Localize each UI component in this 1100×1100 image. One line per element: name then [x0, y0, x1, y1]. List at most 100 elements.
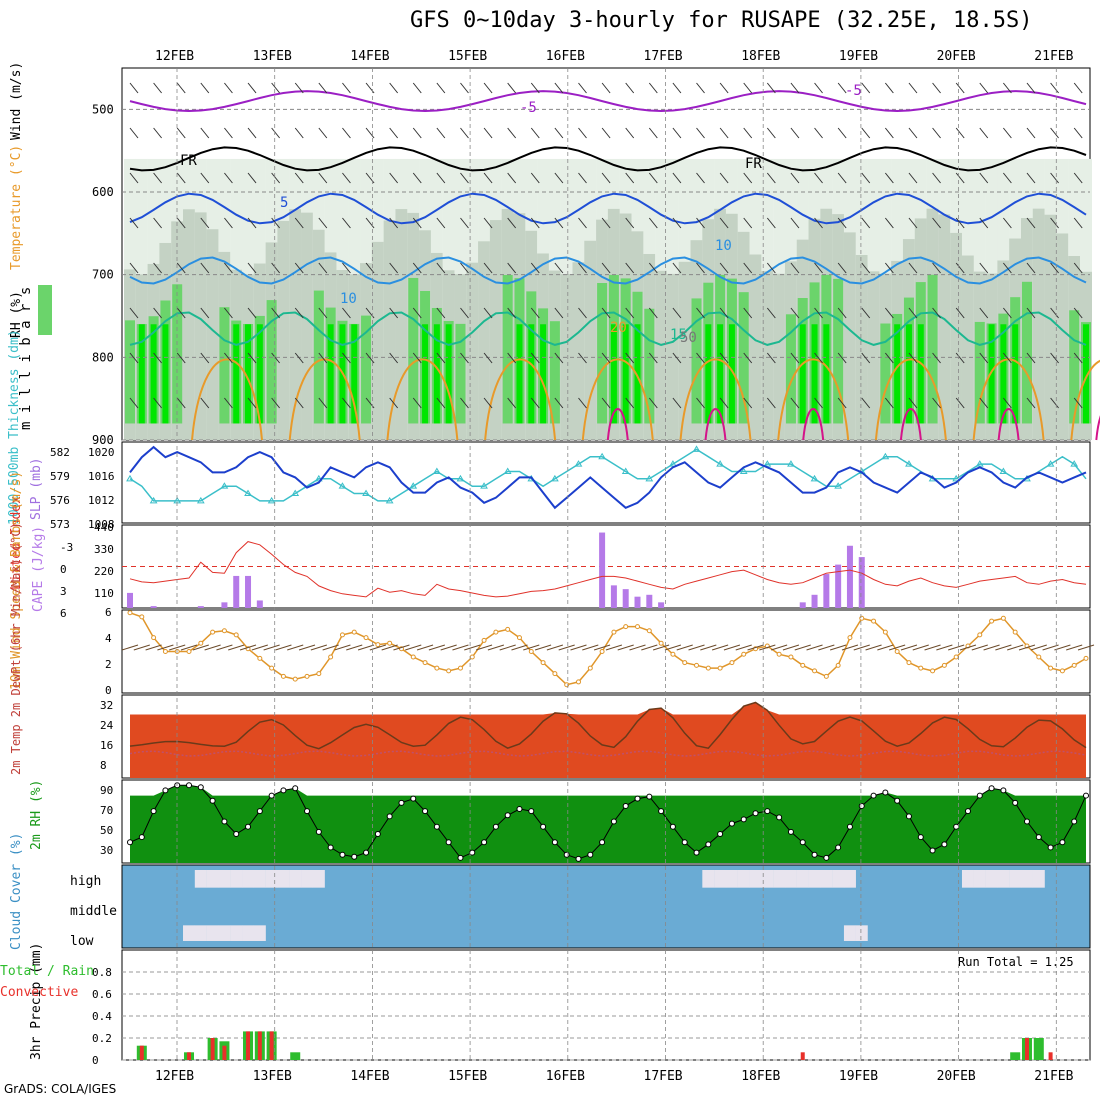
wind-barb: [790, 217, 800, 229]
isotherm-20: [191, 358, 263, 441]
slp-tick: 1012: [88, 494, 115, 507]
wind-barb-10m: [428, 644, 446, 651]
wind-barb: [837, 217, 847, 229]
wind-barb: [436, 397, 446, 409]
wind-barb-10m: [1007, 644, 1024, 651]
grads-credit: GrADS: COLA/IGES: [4, 1082, 117, 1096]
cloud-low-cell: [194, 925, 207, 941]
wind-barb: [483, 127, 493, 139]
cape-bar: [197, 606, 204, 608]
rh-marker: [351, 853, 358, 860]
wind-barb: [176, 307, 186, 319]
precip-conv-bar: [1048, 1052, 1053, 1060]
wind-tick: 6: [105, 606, 112, 619]
wind-barb: [271, 307, 281, 319]
precip-conv-bar: [222, 1045, 227, 1060]
rh-shade-bright: [445, 324, 452, 424]
wind-barb: [766, 397, 776, 409]
wind-barb: [696, 82, 705, 94]
wind-speed-marker: [705, 665, 711, 671]
wind-barb: [1026, 82, 1036, 94]
wind-barb: [766, 217, 776, 229]
cloud-low-cell: [218, 925, 231, 941]
slp-line: [129, 445, 1087, 510]
wind-speed-marker: [339, 632, 345, 638]
wind-barb: [625, 217, 635, 229]
wind-barb: [932, 82, 941, 94]
wind-barb: [200, 127, 210, 139]
wind-barb-10m: [169, 644, 186, 651]
cloud-high-cell: [1009, 870, 1022, 888]
wind-barb: [955, 172, 965, 184]
isotherm-label: 20: [610, 320, 627, 336]
cloud-level-label: high: [70, 874, 101, 889]
rh-marker: [787, 828, 794, 835]
wind-barb: [696, 262, 705, 274]
wind-barb: [460, 127, 469, 139]
wind-barb: [790, 127, 800, 139]
rh-shade-mid: [301, 212, 314, 440]
wind-barb: [342, 397, 351, 409]
cape-bar: [846, 545, 853, 608]
wind-barb: [294, 307, 304, 319]
rh-shade-green: [266, 300, 277, 424]
wind-barb: [483, 172, 493, 184]
wind-barb: [483, 307, 493, 319]
rh-shade-bright: [516, 324, 523, 424]
cloud-high-cell: [808, 870, 821, 888]
wind-tick: 2: [105, 658, 112, 671]
rh-marker: [422, 808, 429, 815]
wind-barb: [389, 352, 399, 364]
thickness-tick: 573: [50, 518, 70, 531]
wind-speed-marker: [469, 654, 475, 660]
rh-shade-mid: [206, 229, 219, 440]
wind-barb: [743, 307, 753, 319]
rh-marker: [363, 849, 370, 856]
thickness-marker: [126, 474, 134, 482]
wind-barb: [955, 82, 965, 94]
date-label-top: 14FEB: [350, 49, 389, 64]
wind-barb-10m: [711, 644, 729, 651]
wind-barb: [672, 352, 682, 364]
wind-barb: [601, 397, 611, 409]
wind-barb-10m: [133, 644, 150, 651]
wind-barb-10m: [216, 644, 233, 651]
isotherm-label: 10: [715, 238, 732, 254]
rh-shade-green: [738, 292, 749, 424]
rh-marker: [162, 787, 169, 794]
wind-barb-10m: [192, 644, 209, 651]
wind-barb: [578, 307, 587, 319]
wind-barb: [837, 262, 847, 274]
rh-marker: [658, 808, 665, 815]
wind-barb: [743, 217, 753, 229]
cape-bar: [599, 532, 606, 608]
rh-marker: [209, 797, 216, 804]
cloud-high-cell: [312, 870, 325, 888]
panel-cloud: [121, 864, 1091, 949]
wind-barb: [955, 397, 965, 409]
wind-barb: [908, 172, 918, 184]
rh-marker: [280, 787, 287, 794]
wind-speed-marker: [682, 660, 688, 666]
rh-marker: [599, 839, 606, 846]
wind-barb: [530, 172, 540, 184]
wind-barb-10m: [228, 644, 245, 651]
wind-barb-10m: [487, 644, 505, 651]
wind-speed-marker: [611, 629, 617, 635]
rh-shade-bright: [823, 324, 830, 424]
wind-barb: [1002, 262, 1012, 274]
wind-barb: [814, 397, 823, 409]
rh-shade-mid: [867, 271, 880, 440]
rh-shade-mid: [773, 273, 786, 440]
wind-barb: [955, 307, 965, 319]
wind-speed-marker: [977, 632, 983, 638]
thickness-tick: 579: [50, 470, 70, 483]
wind-barb: [507, 307, 517, 319]
rh-marker: [835, 844, 842, 851]
wind-barb: [271, 352, 281, 364]
wind-barb: [719, 217, 729, 229]
wind-barb: [884, 397, 894, 409]
date-label-top: 16FEB: [546, 49, 585, 64]
li-tick: 6: [60, 607, 67, 620]
cloud-high-cell: [265, 870, 278, 888]
